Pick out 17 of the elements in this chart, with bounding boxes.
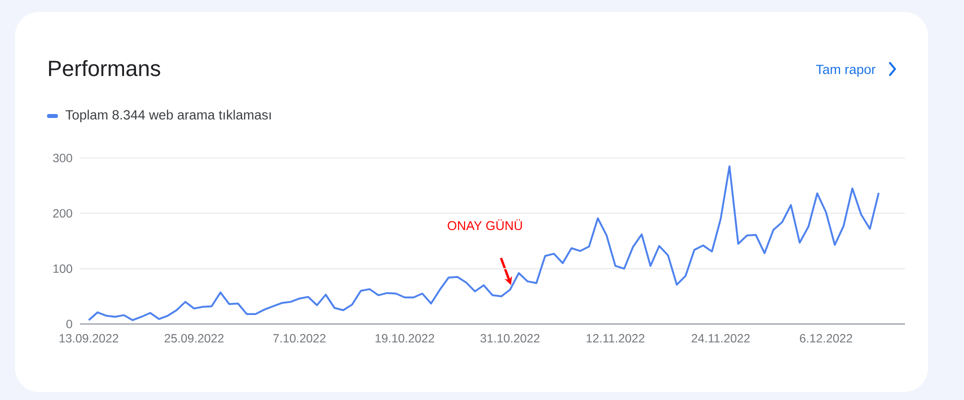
x-tick-label: 7.10.2022	[273, 334, 326, 343]
y-tick-label: 300	[53, 154, 72, 162]
y-tick-label: 200	[53, 209, 72, 218]
chart-title: Performans	[49, 60, 160, 76]
legend-label: Toplam 8.344 web arama tıklaması	[66, 110, 271, 122]
x-tick-label: 24.11.2022	[692, 334, 750, 343]
x-tick-label: 6.12.2022	[800, 334, 852, 343]
x-tick-label: 19.10.2022	[376, 334, 434, 343]
x-tick-label: 25.09.2022	[164, 334, 224, 343]
x-tick-label: 12.11.2022	[586, 334, 644, 343]
y-tick-label: 0	[66, 320, 72, 328]
x-tick-label: 31.10.2022	[480, 334, 540, 343]
line-series	[88, 165, 880, 322]
x-tick-label: 13.09.2022	[60, 334, 118, 343]
y-tick-label: 100	[54, 264, 72, 273]
text: Tam rapor	[816, 64, 876, 77]
annotation: ONAY GÜNÜ	[448, 219, 522, 230]
